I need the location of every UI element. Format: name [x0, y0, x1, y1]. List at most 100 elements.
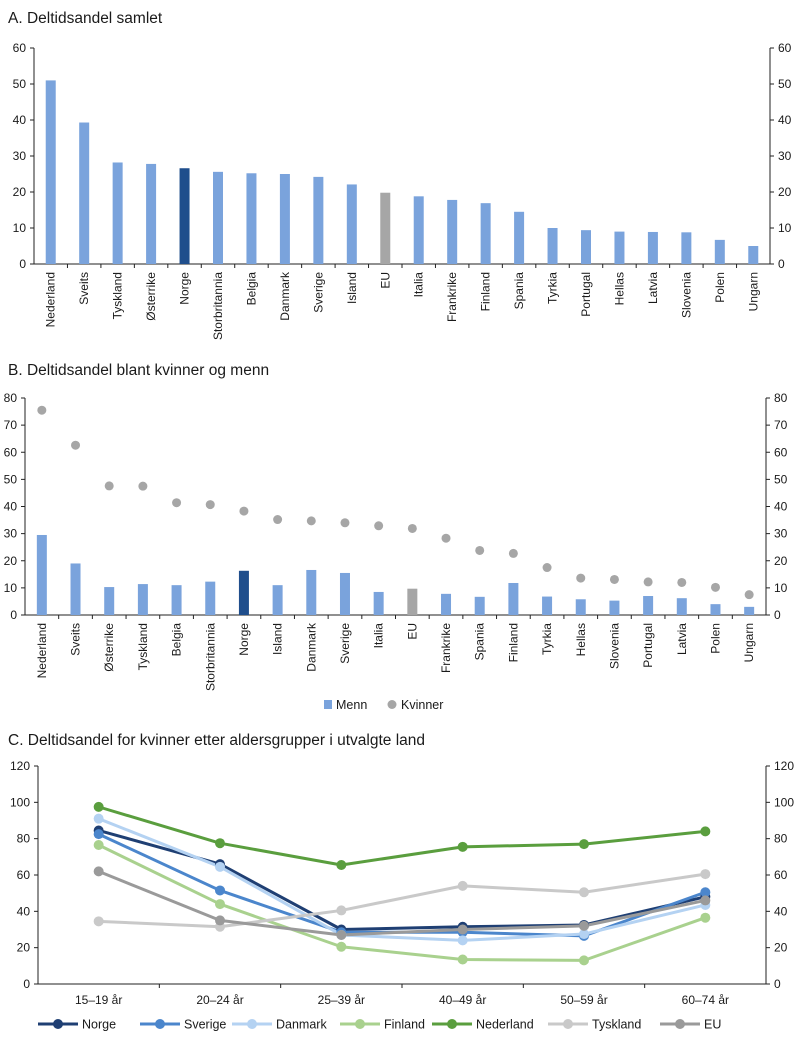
chart-b-ytick-label-right: 70 [774, 418, 788, 432]
chart-b-bar-menn-frankrike [441, 593, 452, 615]
chart-a-bar-finland [480, 203, 491, 264]
chart-b-point-kvinner-slovenia [609, 574, 619, 584]
chart-b-legend-kvinner-swatch [387, 700, 397, 709]
chart-c-legend-marker-nederland [447, 1019, 457, 1029]
chart-c-xlabel-25-39-år: 25–39 år [318, 993, 365, 1007]
chart-b-point-kvinner-nederland [37, 405, 47, 415]
chart-c-point-finland [579, 955, 589, 966]
chart-b-point-kvinner-ungarn [744, 590, 754, 600]
chart-b-ytick-label-left: 80 [4, 391, 18, 405]
chart-b-xlabel-tyrkia: Tyrkia [540, 623, 554, 655]
chart-a-bar-slovenia [681, 232, 692, 264]
chart-c-legend-marker-danmark [247, 1019, 257, 1029]
chart-b-bar-menn-latvia [676, 598, 687, 615]
chart-c-point-nederland [700, 826, 711, 837]
chart-c-legend-label-danmark: Danmark [276, 1018, 327, 1032]
chart-b-point-kvinner-polen [710, 582, 720, 592]
chart-a-xlabel-danmark: Danmark [278, 271, 292, 321]
chart-a-title: A. Deltidsandel samlet [8, 10, 163, 27]
chart-c-point-eu [457, 924, 468, 935]
chart-b-ytick-label-right: 10 [774, 581, 788, 595]
chart-b-legend-menn-label: Menn [336, 698, 367, 712]
chart-a-ytick-label-left: 30 [13, 149, 27, 163]
chart-a-bar-ungarn [748, 246, 759, 264]
chart-a-xlabel-ungarn: Ungarn [746, 272, 760, 311]
chart-b-ytick-label-left: 20 [4, 554, 18, 568]
chart-a-xlabel-slovenia: Slovenia [679, 272, 693, 318]
chart-a-xlabel-belgia: Belgia [244, 272, 258, 306]
chart-b-point-kvinner-spania [475, 545, 485, 555]
chart-b-xlabel-polen: Polen [708, 623, 722, 654]
chart-b-ytick-label-left: 30 [4, 527, 18, 541]
chart-c-ytick-label-right: 120 [774, 759, 794, 773]
chart-c-point-eu [93, 866, 104, 877]
chart-a-bar-belgia [246, 173, 257, 264]
chart-c-xlabel-60-74-år: 60–74 år [682, 993, 729, 1007]
chart-a-xlabel-portugal: Portugal [579, 272, 593, 317]
chart-c-legend-label-sverige: Sverige [184, 1018, 226, 1032]
chart-c-ytick-label-left: 120 [10, 759, 30, 773]
chart-b-bar-menn-finland [508, 582, 519, 615]
chart-b-point-kvinner-eu [407, 523, 417, 533]
chart-c-legend-label-nederland: Nederland [476, 1018, 534, 1032]
chart-c-point-tyskland [700, 869, 711, 880]
chart-b-title: B. Deltidsandel blant kvinner og menn [8, 362, 269, 379]
chart-b-ytick-label-right: 20 [774, 554, 788, 568]
chart-c-ytick-label-right: 0 [774, 977, 781, 991]
chart-a-ytick-label-right: 40 [778, 113, 792, 127]
chart-a-bar-tyrkia [547, 228, 558, 264]
chart-c-line-tyskland [98, 872, 706, 929]
chart-a-ytick-label-left: 0 [19, 257, 26, 271]
chart-c-point-eu [579, 920, 589, 931]
chart-c-legend-label-tyskland: Tyskland [592, 1018, 641, 1032]
chart-c-xlabel-50-59-år: 50–59 år [560, 993, 607, 1007]
chart-b-point-kvinner-norge [239, 506, 249, 516]
chart-c-ytick-label-left: 80 [17, 832, 31, 846]
chart-b-point-kvinner-belgia [172, 498, 182, 508]
chart-b-point-kvinner-italia [374, 521, 384, 531]
chart-b-point-kvinner-finland [508, 548, 518, 558]
chart-a-ytick-label-right: 30 [778, 149, 792, 163]
chart-a-bar-eu [380, 192, 391, 264]
chart-a-xlabel-nederland: Nederland [44, 272, 58, 327]
chart-c-ytick-label-left: 0 [23, 977, 30, 991]
chart-b-bar-menn-italia [373, 591, 384, 615]
chart-a-bar-portugal [581, 230, 591, 264]
chart-b-bar-menn-portugal [643, 596, 654, 615]
chart-a-bar-norge [179, 168, 190, 264]
chart-c-point-eu [336, 929, 347, 940]
chart-a-bar-polen [714, 239, 725, 264]
chart-b: 0 0 10 10 20 20 30 30 40 40 50 50 60 60 70 70 80 80 Nederl… [4, 391, 788, 712]
chart-c-ytick-label-left: 60 [17, 868, 31, 882]
chart-c-legend-marker-sverige [155, 1019, 165, 1029]
chart-b-point-kvinner-portugal [643, 577, 653, 587]
chart-c-line-finland [98, 843, 706, 962]
chart-b-ytick-label-right: 60 [774, 445, 788, 459]
chart-a-xlabel-spania: Spania [512, 272, 526, 310]
chart-b-bar-menn-ungarn [744, 606, 755, 615]
chart-b-ytick-label-right: 80 [774, 391, 788, 405]
chart-a-xlabel-frankrike: Frankrike [445, 272, 459, 322]
chart-b-point-kvinner-latvia [677, 577, 687, 587]
chart-a-xlabel-finland: Finland [479, 272, 493, 311]
chart-b-xlabel-østerrike: Østerrike [102, 623, 116, 672]
chart-b-xlabel-finland: Finland [506, 623, 520, 662]
chart-b-bar-menn-belgia [171, 585, 182, 615]
chart-a-bar-frankrike [447, 199, 458, 264]
chart-b-xlabel-hellas: Hellas [574, 623, 588, 656]
chart-a-xlabel-tyskland: Tyskland [111, 272, 125, 319]
chart-b-xlabel-nederland: Nederland [35, 623, 49, 678]
chart-a-xlabel-storbritannia: Storbritannia [211, 272, 225, 340]
chart-c-point-sverige [700, 887, 711, 898]
chart-b-bar-menn-polen [710, 604, 721, 615]
chart-a-ytick-label-left: 50 [13, 77, 27, 91]
chart-a-bar-tyskland [112, 162, 123, 264]
chart-c-line-norge [98, 829, 706, 931]
chart-b-bar-menn-østerrike [104, 587, 115, 615]
chart-b-xlabel-spania: Spania [473, 623, 487, 661]
chart-c-xlabel-20-24-år: 20–24 år [196, 993, 243, 1007]
chart-b-ytick-label-left: 60 [4, 445, 18, 459]
chart-b-xlabel-frankrike: Frankrike [439, 623, 453, 673]
chart-a-ytick-label-right: 20 [778, 185, 792, 199]
